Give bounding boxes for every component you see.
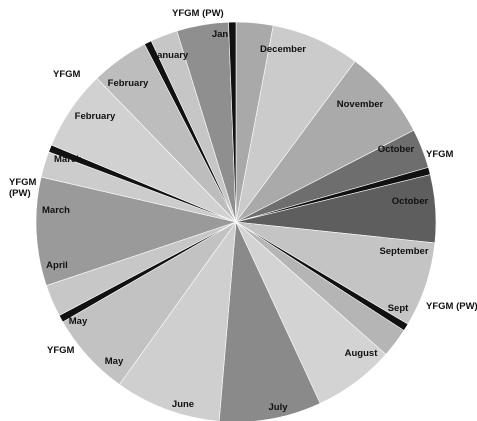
- pie-slice: [218, 220, 321, 421]
- slice-label: YFGM: [53, 69, 81, 80]
- slice-label: May: [105, 356, 124, 367]
- slice-label: YFGM (PW): [172, 8, 224, 19]
- slice-label: October: [378, 144, 415, 155]
- slice-label: February: [108, 78, 149, 89]
- slice-label: August: [345, 348, 379, 359]
- slice-label: March: [42, 205, 70, 216]
- slice-label: YFGM: [47, 345, 75, 356]
- slice-label: July: [268, 402, 288, 413]
- slice-label: March: [54, 154, 82, 165]
- pie-slice: [228, 21, 237, 223]
- slice-label: February: [75, 111, 116, 122]
- slice-label: November: [337, 99, 384, 110]
- slice-label: September: [379, 246, 428, 257]
- pie-slice: [35, 176, 238, 286]
- pie-slices: [35, 21, 437, 421]
- slice-label: April: [46, 260, 68, 271]
- slice-label: January: [152, 50, 189, 61]
- slice-label: June: [172, 399, 194, 410]
- slice-label: YFGM: [426, 149, 454, 160]
- slice-label: May: [69, 316, 88, 327]
- slice-label: Jan: [212, 29, 229, 40]
- slice-label: December: [260, 44, 306, 55]
- slice-label: October: [392, 196, 429, 207]
- slice-label: YFGM (PW): [426, 301, 477, 312]
- slice-label: YFGM (PW): [9, 177, 37, 199]
- pie-labels: Jan December November October YFGM October Sep…: [9, 8, 477, 413]
- slice-label: Sept: [388, 303, 409, 314]
